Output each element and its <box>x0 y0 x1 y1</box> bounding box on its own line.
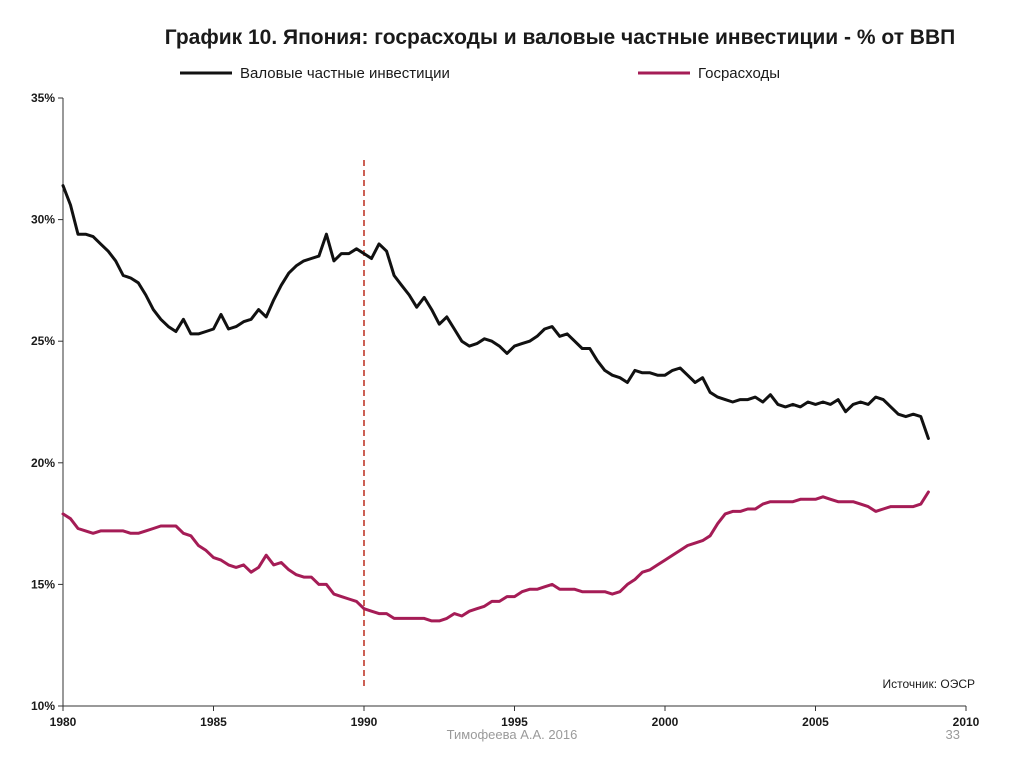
x-tick-label: 1980 <box>50 715 77 729</box>
x-tick-label: 1990 <box>351 715 378 729</box>
y-tick-label: 30% <box>31 213 55 227</box>
x-axis: 1980 1985 1990 1995 2000 2005 2010 <box>50 705 980 729</box>
legend-label-investment: Валовые частные инвестиции <box>240 65 450 82</box>
series-line-government <box>61 490 930 623</box>
footer-author: Тимофеева А.А. 2016 <box>447 727 578 742</box>
x-tick-label: 2000 <box>652 715 679 729</box>
x-tick-label: 2010 <box>953 715 980 729</box>
x-tick-label: 1985 <box>200 715 227 729</box>
x-tick-label: 2005 <box>802 715 829 729</box>
y-axis: 10% 15% 20% 25% 30% 35% <box>31 91 64 713</box>
y-tick-label: 35% <box>31 91 55 105</box>
series-group <box>61 184 930 623</box>
series-line-investment <box>61 184 930 440</box>
legend-label-government: Госрасходы <box>698 65 780 82</box>
x-tick-label: 1995 <box>501 715 528 729</box>
legend: Валовые частные инвестиции Госрасходы <box>180 65 780 82</box>
page-number: 33 <box>946 727 960 742</box>
y-tick-label: 20% <box>31 456 55 470</box>
y-tick-label: 25% <box>31 334 55 348</box>
source-note: Источник: ОЭСР <box>882 677 975 691</box>
y-tick-label: 15% <box>31 577 55 591</box>
chart-title: График 10. Япония: госрасходы и валовые … <box>165 26 955 49</box>
y-tick-label: 10% <box>31 699 55 713</box>
